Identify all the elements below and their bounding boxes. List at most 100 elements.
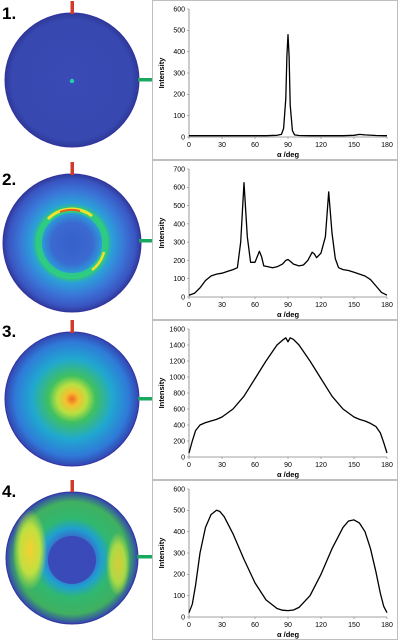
x-tick-label: 180 [381,142,393,149]
y-tick-label: 300 [173,240,185,247]
y-tick-label: 600 [173,6,185,13]
y-tick-label: 400 [173,529,185,536]
x-tick-label: 90 [284,462,292,469]
x-tick-label: 150 [348,462,360,469]
x-tick-label: 120 [315,142,327,149]
y-tick-label: 200 [173,258,185,265]
disc-pattern-1 [4,1,152,148]
disc-pattern-2 [2,162,152,313]
x-tick-label: 0 [187,622,191,629]
panel-row-1: 1. 0 100 200 300 400 500 600 0 30 60 90 120 150 180 α … [0,0,400,160]
x-tick-label: 60 [251,622,259,629]
x-tick-label: 90 [284,142,292,149]
right-lobe-4 [106,532,130,596]
panel-label-1: 1. [2,4,17,23]
y-tick-label: 0 [181,134,185,141]
x-axis-label: α /deg [277,150,300,159]
y-axis-label: Intensity [157,537,166,569]
red-marker-3 [70,320,74,333]
y-tick-label: 200 [173,438,185,445]
x-tick-label: 30 [218,622,226,629]
y-tick-label: 100 [173,593,185,600]
x-tick-label: 120 [315,622,327,629]
intensity-chart-4: 0 100 200 300 400 500 600 0 30 60 90 120 150 180 α /de… [157,486,393,639]
chart-box-1: 0 100 200 300 400 500 600 0 30 60 90 120 150 180 α /de… [152,0,398,160]
center-spot-1 [69,78,75,84]
y-tick-label: 400 [173,49,185,56]
x-tick-label: 150 [348,622,360,629]
y-axis-label: Intensity [157,377,166,409]
x-axis-label: α /deg [277,310,300,319]
x-tick-label: 180 [381,622,393,629]
y-tick-label: 800 [173,390,185,397]
panel-label-2: 2. [2,170,17,189]
x-tick-label: 30 [218,302,226,309]
x-tick-label: 60 [251,462,259,469]
x-tick-label: 0 [187,462,191,469]
y-tick-label: 400 [173,221,185,228]
bright-arc-right-2 [91,251,106,271]
intensity-chart-2: 0 100 200 300 400 500 600 700 0 30 60 90 120 150 180 α … [157,166,393,319]
y-tick-label: 400 [173,422,185,429]
intensity-chart-1: 0 100 200 300 400 500 600 0 30 60 90 120 150 180 α /de… [157,6,393,159]
y-tick-label: 1000 [169,374,185,381]
disc-3 [4,331,140,467]
y-tick-label: 0 [181,614,185,621]
red-marker-4 [70,480,74,492]
x-tick-label: 0 [187,142,191,149]
y-tick-label: 600 [173,486,185,493]
y-axis-label: Intensity [157,57,166,89]
x-tick-label: 120 [315,302,327,309]
y-tick-label: 300 [173,70,185,77]
panel-row-2: 2. 0 100 200 300 400 500 600 700 0 30 60 90 120 150 18… [0,160,400,320]
y-tick-label: 1600 [169,326,185,333]
y-tick-label: 0 [181,454,185,461]
left-lobe-4 [13,510,47,590]
series-line [188,337,388,454]
y-tick-label: 200 [173,92,185,99]
x-tick-label: 0 [187,302,191,309]
y-tick-label: 500 [173,28,185,35]
x-tick-label: 180 [381,302,393,309]
intensity-chart-3: 0 200 400 600 800 1000 1200 1400 1600 0 30 60 90 120 1… [157,326,393,479]
x-tick-label: 60 [251,302,259,309]
y-tick-label: 500 [173,508,185,515]
y-tick-label: 100 [173,276,185,283]
inner-core-2 [52,223,92,263]
panel-row-4: 4. 0 100 200 300 400 500 600 0 30 60 90 120 150 180 α … [0,480,400,640]
x-tick-label: 60 [251,142,259,149]
x-axis-label: α /deg [277,630,300,639]
y-tick-label: 100 [173,113,185,120]
series-line [189,33,388,137]
red-marker-1 [70,1,74,14]
y-tick-label: 700 [173,166,185,173]
y-tick-label: 500 [173,203,185,210]
y-tick-label: 1200 [169,358,185,365]
green-marker-4 [137,555,152,559]
series-line [188,509,388,613]
panel-label-3: 3. [2,322,17,341]
y-axis-label: Intensity [157,217,166,249]
disc-pattern-3 [4,320,152,467]
panel-row-3: 3. 0 200 400 600 800 1000 1200 1400 1600 0 30 60 90 1… [0,320,400,480]
green-marker-1 [138,78,152,82]
green-marker-2 [139,239,152,243]
red-marker-2 [70,162,74,175]
x-axis-label: α /deg [277,470,300,479]
x-tick-label: 30 [218,462,226,469]
disc-pattern-4 [5,480,152,625]
y-tick-label: 600 [173,406,185,413]
x-tick-label: 150 [348,142,360,149]
y-tick-label: 300 [173,550,185,557]
x-tick-label: 120 [315,462,327,469]
bright-arc-hot-2 [59,208,81,213]
chart-box-4: 0 100 200 300 400 500 600 0 30 60 90 120 150 180 α /de… [152,480,398,640]
panel-label-4: 4. [2,482,17,501]
x-tick-label: 150 [348,302,360,309]
x-tick-label: 180 [381,462,393,469]
y-tick-label: 1400 [169,342,185,349]
y-tick-label: 0 [181,294,185,301]
x-tick-label: 30 [218,142,226,149]
chart-box-2: 0 100 200 300 400 500 600 700 0 30 60 90 120 150 180 α … [152,160,398,320]
x-tick-label: 90 [284,302,292,309]
